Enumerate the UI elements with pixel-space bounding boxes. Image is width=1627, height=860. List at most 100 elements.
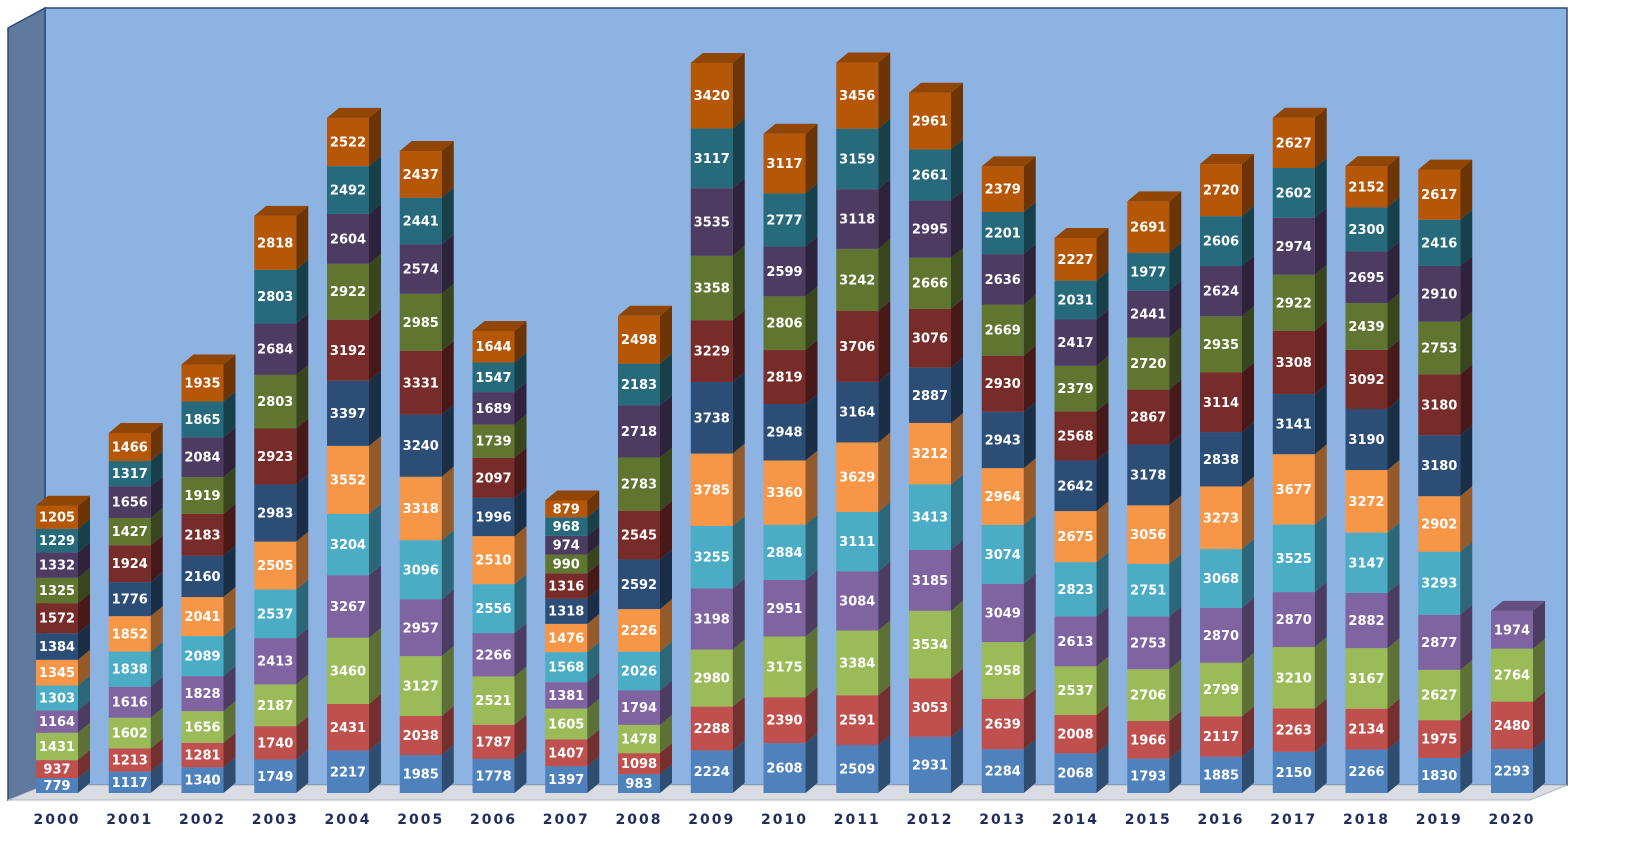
value-label: 3068 [1203,572,1239,587]
bar-front [981,166,1024,212]
bar-front [472,676,515,725]
bar-segment [545,698,600,740]
bar-side [223,701,236,743]
bar-segment [327,565,381,638]
bar-front [327,445,369,514]
bar-segment [1127,434,1182,506]
value-label: 2922 [1276,296,1312,311]
x-tick-label: 2004 [325,812,372,828]
bar-front [545,517,588,536]
bar-front [545,739,588,767]
bar-segment [36,518,90,553]
bar-segment [36,567,90,604]
value-label: 2160 [184,570,220,585]
bar-side [951,298,963,368]
bar-side [369,309,381,381]
bar-side [951,357,963,423]
bar-segment [545,588,600,624]
bar-front [1272,708,1315,752]
bar-side [660,395,672,458]
bar-side [1460,747,1473,793]
value-label: 3117 [694,152,730,167]
bar-segment [36,623,90,660]
bar-side [660,714,672,754]
bar-side [1242,206,1254,267]
bar-side [587,490,600,518]
bar-side [1169,327,1182,390]
bar-front [909,610,951,679]
bar-front [1272,454,1315,525]
bar-side [732,371,745,454]
bar-side [805,450,818,525]
bar-front [1127,758,1170,793]
bar-front [836,511,879,572]
bar-front [909,422,951,485]
bar-front [1054,460,1097,512]
bar-top [1054,227,1109,238]
bar-side [805,733,818,793]
bar-front [36,528,78,553]
bar-segment [618,395,672,458]
bar-side [369,694,381,751]
bar-front [1200,756,1242,793]
value-label: 2764 [1494,669,1530,684]
bar-front [1127,290,1170,338]
value-label: 1213 [112,754,148,769]
bar-segment [981,345,1036,412]
bar-front [1345,303,1388,350]
bar-segment [763,450,818,525]
value-label: 2666 [912,277,948,292]
bar-segment [1272,384,1327,455]
value-label: 2498 [621,333,657,348]
value-label: 1572 [39,612,75,627]
bar-front [472,633,515,677]
bar-side [514,382,527,425]
bar-front [254,541,297,590]
bar-front [618,690,660,725]
value-label: 1776 [112,593,148,608]
bar-side [587,563,600,599]
bar-front [690,320,733,382]
bar-segment [1272,107,1327,169]
bar-front [1272,394,1315,455]
x-tick-label: 2017 [1270,812,1317,828]
value-label: 1164 [39,715,75,730]
bar-segment [763,183,818,247]
bar-side [878,371,891,443]
value-label: 2867 [1130,411,1166,426]
bar-segment [618,599,672,652]
value-label: 2263 [1276,724,1312,739]
bar-side [1096,704,1109,754]
value-label: 1605 [548,717,584,732]
value-label: 3076 [912,332,948,347]
bar-side [223,626,236,677]
bar-side [1387,241,1400,304]
bar-side [878,52,891,129]
value-label: 3092 [1348,373,1384,388]
bar-side [732,639,745,707]
bar-front [909,257,951,309]
bar-front [108,582,151,617]
bar-side [1169,495,1182,564]
bar-front [690,63,733,129]
value-label: 2441 [403,215,439,230]
bar-segment [399,404,454,477]
bar-segment [545,490,600,518]
bar-segment [181,732,236,768]
bar-segment [1272,514,1327,593]
value-label: 3117 [766,157,802,172]
value-label: 3397 [330,407,366,422]
bar-front [1054,411,1097,461]
bar-side [1242,256,1254,317]
bar-side [1387,293,1400,350]
bar-segment [1200,256,1254,317]
value-label: 1332 [39,559,75,574]
bar-front [1127,444,1170,506]
bar-side [1387,582,1400,649]
bar-front [1200,549,1242,608]
bar-front [181,437,224,478]
bar-front [1054,319,1097,366]
bar-segment [1127,659,1182,722]
bar-side [1096,450,1109,512]
